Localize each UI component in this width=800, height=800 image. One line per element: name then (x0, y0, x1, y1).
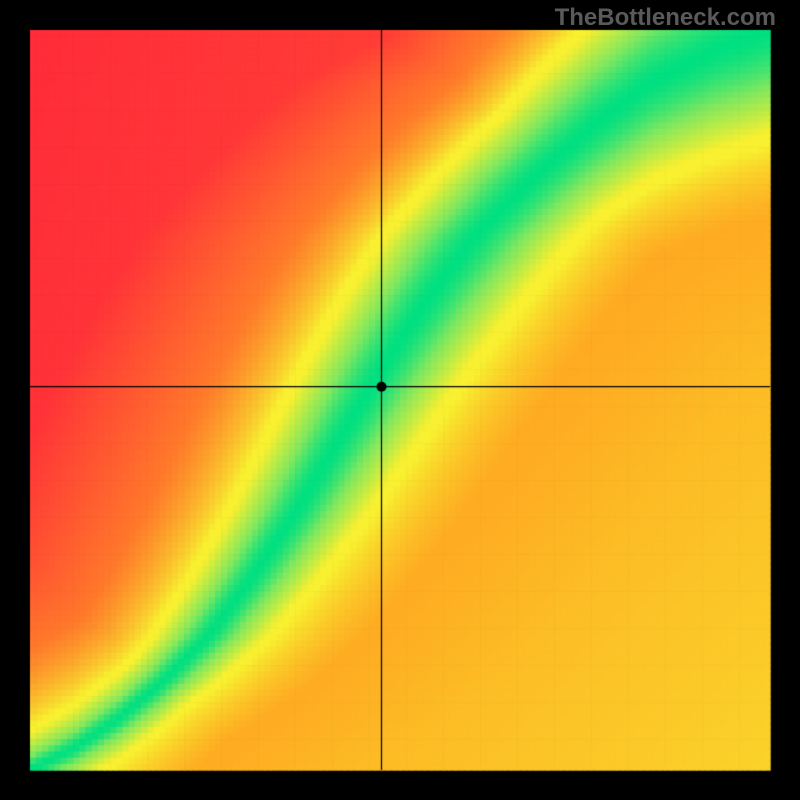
bottleneck-heatmap (0, 0, 800, 800)
chart-container: { "canvas": { "width": 800, "height": 80… (0, 0, 800, 800)
